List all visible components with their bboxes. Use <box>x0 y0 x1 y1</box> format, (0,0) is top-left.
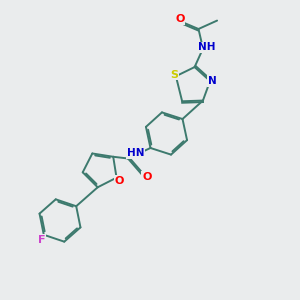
Text: F: F <box>38 235 45 245</box>
Text: NH: NH <box>198 42 216 52</box>
Text: O: O <box>175 14 184 24</box>
Text: S: S <box>170 70 178 80</box>
Text: N: N <box>208 76 217 86</box>
Text: O: O <box>142 172 152 182</box>
Text: HN: HN <box>127 148 144 158</box>
Text: O: O <box>115 176 124 186</box>
